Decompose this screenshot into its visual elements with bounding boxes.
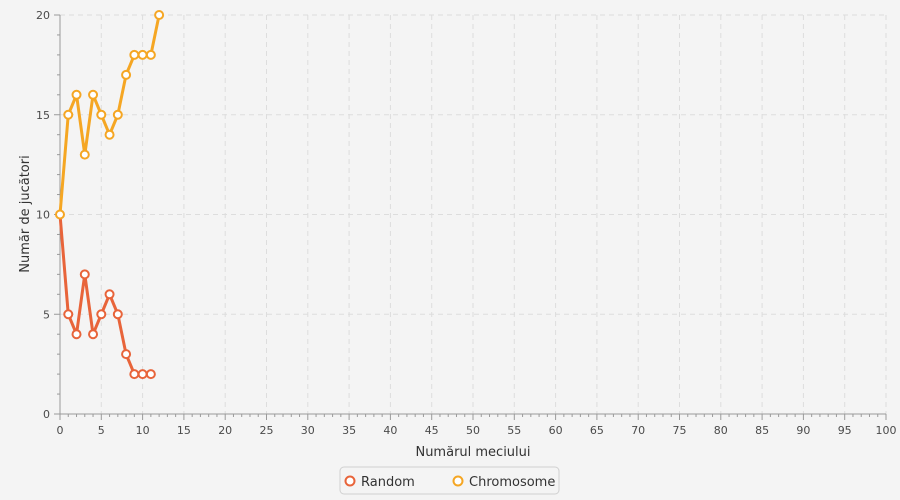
data-point <box>121 69 132 80</box>
data-point <box>104 289 115 300</box>
data-point <box>71 89 82 100</box>
y-axis-title: Număr de jucători <box>18 155 33 272</box>
data-point <box>129 49 140 60</box>
x-tick-label: 45 <box>425 424 439 437</box>
data-point <box>112 309 123 320</box>
data-point <box>154 10 165 20</box>
data-point <box>129 369 140 380</box>
x-tick-label: 35 <box>342 424 356 437</box>
x-axis-title: Numărul meciului <box>415 445 530 460</box>
legend-marker <box>344 475 356 487</box>
x-tick-label: 30 <box>301 424 315 437</box>
grid <box>60 14 887 414</box>
x-tick-label: 25 <box>260 424 274 437</box>
x-tick-label: 80 <box>714 424 728 437</box>
data-point <box>79 149 90 160</box>
x-tick-label: 60 <box>549 424 563 437</box>
data-point <box>137 49 148 60</box>
legend-item-random: Random <box>344 475 415 490</box>
data-point <box>96 309 107 320</box>
legend-label: Chromosome <box>469 475 555 490</box>
data-point <box>145 49 156 60</box>
x-tick-label: 5 <box>98 424 105 437</box>
x-tick-label: 55 <box>507 424 521 437</box>
data-point <box>145 369 156 380</box>
x-tick-label: 95 <box>838 424 852 437</box>
x-tick-label: 65 <box>590 424 604 437</box>
data-point <box>121 349 132 360</box>
data-point <box>55 209 65 220</box>
x-tick-label: 20 <box>218 424 232 437</box>
legend: Random Chromosome <box>339 466 560 495</box>
data-point <box>63 309 74 320</box>
x-tick-label: 10 <box>136 424 150 437</box>
legend-box <box>339 466 560 495</box>
y-tick-label: 10 <box>36 209 50 222</box>
data-point <box>137 369 148 380</box>
data-point <box>63 109 74 120</box>
legend-label: Random <box>361 475 415 490</box>
x-tick-label: 100 <box>876 424 897 437</box>
axes: 0 5 10 15 20 25 30 35 40 45 50 55 60 65 70 75 80 85 90 95 10… <box>36 9 897 437</box>
legend-marker <box>452 475 464 487</box>
data-point <box>88 89 99 100</box>
x-tick-label: 40 <box>383 424 397 437</box>
x-tick-label: 75 <box>673 424 687 437</box>
x-tick-label: 90 <box>796 424 810 437</box>
series-area <box>55 10 165 380</box>
data-point <box>88 329 99 340</box>
data-point <box>104 129 115 140</box>
data-point <box>71 329 82 340</box>
y-tick-label: 5 <box>43 308 50 321</box>
y-tick-label: 15 <box>36 109 50 122</box>
x-tick-label: 50 <box>466 424 480 437</box>
x-tick-label: 85 <box>755 424 769 437</box>
data-point <box>79 269 90 280</box>
series-chromosome <box>58 10 165 215</box>
y-tick-label: 0 <box>43 408 50 421</box>
data-point <box>96 109 107 120</box>
data-point <box>112 109 123 120</box>
x-tick-label: 0 <box>57 424 64 437</box>
legend-item-chromosome: Chromosome <box>452 475 555 490</box>
y-tick-label: 20 <box>36 9 50 22</box>
x-tick-label: 70 <box>631 424 645 437</box>
x-tick-label: 15 <box>177 424 191 437</box>
series-random <box>58 214 156 380</box>
